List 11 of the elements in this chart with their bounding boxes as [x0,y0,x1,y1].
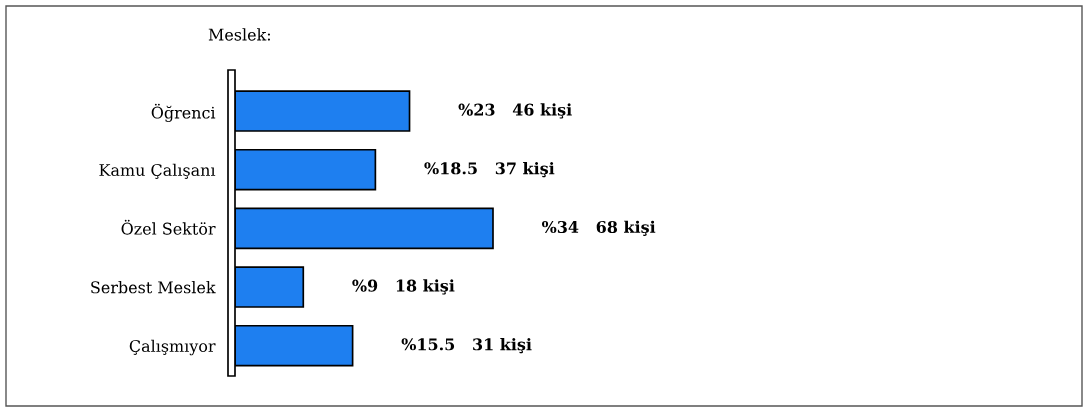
y-tick-label: Serbest Meslek [91,281,216,294]
data-label: %34 68 kişi [541,220,656,236]
y-tick-label: Kamu Çalışanı [99,163,216,179]
data-label: %23 46 kişi [458,103,572,119]
data-label: %18.5 37 kişi [424,162,555,178]
y-tick-label: Çalışmıyor [129,339,216,356]
y-tick-label: Özel Sektör [121,219,216,235]
y-tick-label: Öğrenci [151,103,216,122]
chart-title: Meslek: [208,28,270,41]
data-label: %15.5 31 kişi [401,338,532,354]
data-label: %9 18 kişi [352,279,455,295]
